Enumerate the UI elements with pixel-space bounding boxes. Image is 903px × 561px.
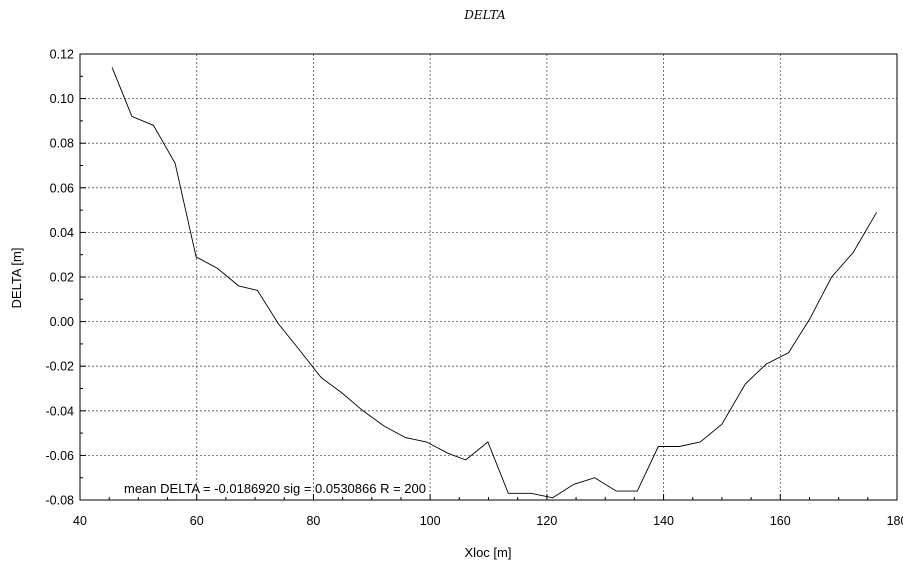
y-tick-label: 0.08 xyxy=(50,137,74,151)
y-tick-label: 0.06 xyxy=(50,181,74,195)
y-axis-label: DELTA [m] xyxy=(9,248,24,309)
x-tick-labels: 40 60 80 100 120 140 160 180 xyxy=(73,514,903,528)
x-axis-label: Xloc [m] xyxy=(465,545,512,560)
x-tick-label: 80 xyxy=(306,514,320,528)
y-tick-labels: 0.12 0.10 0.08 0.06 0.04 0.02 0.00 -0.02 -0.04 -0… xyxy=(46,48,75,508)
y-tick-label: 0.12 xyxy=(50,48,74,62)
x-tick-label: 160 xyxy=(770,514,791,528)
y-tick-label: 0.04 xyxy=(50,226,74,240)
chart-title: DELTA xyxy=(463,8,506,22)
y-tick-label: 0.10 xyxy=(50,92,74,106)
x-tick-label: 180 xyxy=(887,514,903,528)
y-tick-label: -0.06 xyxy=(46,449,75,463)
statistics-annotation: mean DELTA = -0.0186920 sig = 0.0530866 … xyxy=(124,481,426,496)
grid-lines xyxy=(80,54,897,500)
x-tick-label: 40 xyxy=(73,514,87,528)
y-tick-label: 0.02 xyxy=(50,271,74,285)
x-tick-label: 140 xyxy=(653,514,674,528)
minor-ticks xyxy=(79,53,898,501)
x-tick-label: 120 xyxy=(536,514,557,528)
y-tick-label: 0.00 xyxy=(50,315,74,329)
y-tick-label: -0.04 xyxy=(46,404,75,418)
y-tick-label: -0.08 xyxy=(46,494,75,508)
y-tick-label: -0.02 xyxy=(46,360,75,374)
x-tick-label: 100 xyxy=(420,514,441,528)
x-tick-label: 60 xyxy=(190,514,204,528)
delta-series-line xyxy=(111,67,877,499)
